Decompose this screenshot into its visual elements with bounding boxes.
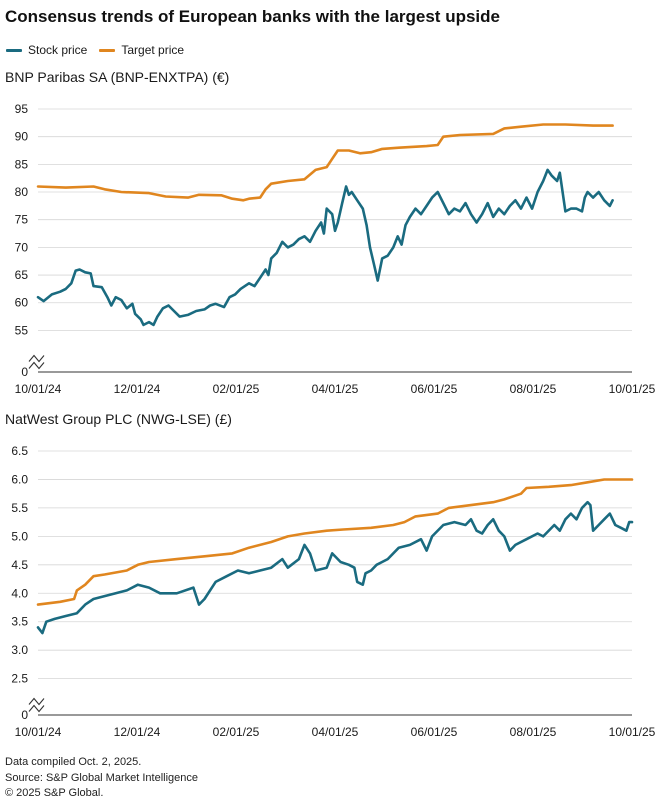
- y-tick-label: 3.5: [11, 615, 28, 629]
- x-tick-label: 06/01/25: [411, 725, 458, 739]
- chart-title-bnp: BNP Paribas SA (BNP-ENXTPA) (€): [5, 69, 230, 85]
- y-tick-label: 95: [15, 102, 29, 116]
- legend-item-target: Target price: [99, 43, 184, 57]
- natwest-line-chart: 0 2.5 3.0 3.5 4.0 4.5 5.0 5.5 6.0 6.5 10/01/24 12/0…: [11, 444, 656, 739]
- y-tick-label: 60: [15, 296, 29, 310]
- x-tick-label: 12/01/24: [114, 382, 161, 396]
- legend-item-stock: Stock price: [6, 43, 87, 57]
- axis-break-icon: [28, 354, 45, 370]
- y-tick-label: 75: [15, 213, 29, 227]
- bnp-line-chart: 0 55 60 65 70 75 80 85 90 95 10/01/24 12/01/24 02/01…: [15, 102, 656, 396]
- legend: Stock price Target price: [6, 43, 196, 57]
- x-tick-label: 10/01/24: [15, 382, 62, 396]
- x-tick-label: 10/01/25: [609, 382, 656, 396]
- note-data-compiled: Data compiled Oct. 2, 2025.: [5, 756, 142, 768]
- footnotes: Data compiled Oct. 2, 2025. Source: S&P …: [5, 755, 198, 802]
- stock-swatch: [6, 48, 22, 52]
- y-tick-label: 2.5: [11, 672, 28, 686]
- x-tick-label: 12/01/24: [114, 725, 161, 739]
- y-tick-label: 90: [15, 130, 29, 144]
- note-source: Source: S&P Global Market Intelligence: [5, 771, 199, 784]
- y-tick-label: 70: [15, 240, 29, 254]
- figure-title: Consensus trends of European banks with …: [5, 7, 500, 26]
- y-tick-label: 55: [15, 323, 29, 337]
- axis-break-icon: [28, 697, 45, 713]
- chart-title-natwest: NatWest Group PLC (NWG-LSE) (£): [5, 411, 232, 427]
- x-tick-label: 10/01/24: [15, 725, 62, 739]
- target-price-line: [36, 123, 614, 202]
- stock-price-line: [36, 500, 634, 635]
- note-copyright: © 2025 S&P Global.: [5, 787, 104, 799]
- x-tick-label: 04/01/25: [312, 725, 359, 739]
- x-tick-label: 02/01/25: [213, 382, 260, 396]
- target-price-line: [36, 478, 634, 606]
- y-tick-label: 4.0: [11, 586, 28, 600]
- y-tick-label: 5.0: [11, 529, 28, 543]
- x-tick-label: 02/01/25: [213, 725, 260, 739]
- x-tick-label: 06/01/25: [411, 382, 458, 396]
- stock-price-line: [36, 168, 614, 327]
- y-tick-label: 4.5: [11, 558, 28, 572]
- legend-target-label: Target price: [121, 43, 185, 57]
- y-tick-label: 65: [15, 268, 29, 282]
- x-tick-label: 10/01/25: [609, 725, 656, 739]
- y-tick-label: 0: [21, 708, 28, 722]
- x-tick-label: 08/01/25: [510, 382, 557, 396]
- y-tick-label: 80: [15, 185, 29, 199]
- y-tick-label: 6.5: [11, 444, 28, 458]
- y-tick-label: 6.0: [11, 472, 28, 486]
- legend-stock-label: Stock price: [28, 43, 88, 57]
- x-tick-label: 08/01/25: [510, 725, 557, 739]
- x-tick-label: 04/01/25: [312, 382, 359, 396]
- y-tick-label: 3.0: [11, 643, 28, 657]
- y-tick-label: 5.5: [11, 501, 28, 515]
- target-swatch: [99, 48, 116, 52]
- y-tick-label: 85: [15, 157, 29, 171]
- y-tick-label: 0: [21, 365, 28, 379]
